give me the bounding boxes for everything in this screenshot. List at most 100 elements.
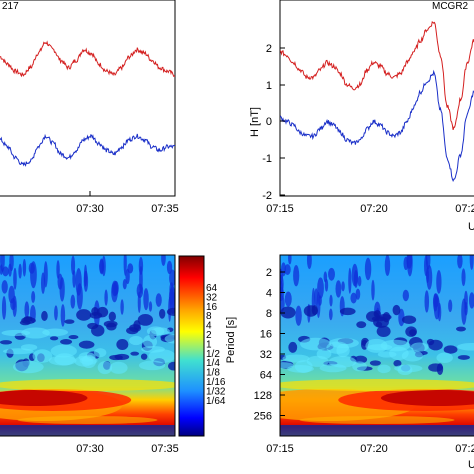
- colorbar-label: 1/64: [206, 396, 226, 407]
- wavelet-blob: [461, 268, 466, 287]
- wavelet-blob: [140, 353, 148, 360]
- colorbar-label: 1/4: [206, 358, 220, 369]
- wavelet-power-band: [299, 416, 455, 424]
- wavelet-blob: [148, 301, 153, 312]
- wavelet-blob: [109, 361, 128, 374]
- wavelet-blob: [108, 311, 116, 322]
- wavelet-blob: [357, 275, 362, 287]
- wavelet-blob: [168, 288, 174, 305]
- wavelet-blob: [12, 360, 44, 374]
- y-tick-neg1: -1: [262, 153, 272, 165]
- wavelet-blob: [401, 315, 417, 324]
- wavelet-blob: [425, 267, 430, 283]
- wavelet-blob: [143, 288, 149, 311]
- wavelet-blob: [159, 308, 166, 319]
- wavelet-blob: [91, 324, 105, 337]
- wavelet-blob: [371, 279, 375, 301]
- wavelet-blob: [125, 268, 130, 285]
- y-tick-neg2: -2: [262, 190, 272, 202]
- x-tick-0715-bottom: 07:15: [266, 443, 294, 455]
- wavelet-blob: [382, 311, 391, 323]
- colorbar-label: 1/32: [206, 386, 226, 397]
- x-tick-072: 07:2: [455, 203, 474, 215]
- wavelet-blob: [109, 354, 123, 361]
- wavelet-blob: [351, 263, 358, 287]
- y-tick-period: 4: [266, 288, 272, 300]
- wavelet-blob: [393, 359, 402, 367]
- wavelet-blob: [54, 305, 58, 321]
- wavelet-blob: [469, 255, 474, 270]
- wavelet-blob: [169, 269, 175, 287]
- wavelet-blob: [57, 273, 63, 290]
- wavelet-blob: [339, 307, 356, 316]
- wavelet-blob: [443, 345, 458, 354]
- colorbar-label: 8: [206, 311, 212, 322]
- series-line-blue: [0, 133, 175, 167]
- wavelet-blob: [137, 291, 141, 313]
- wavelet-blob: [79, 356, 98, 365]
- wavelet-blob: [68, 334, 79, 340]
- wavelet-blob: [21, 317, 36, 325]
- x-tick-072-bottom: 07:2: [455, 443, 474, 455]
- wavelet-blob: [139, 265, 143, 294]
- wavelet-blob: [288, 255, 292, 265]
- wavelet-blob: [49, 336, 59, 341]
- wavelet-blob: [43, 261, 48, 288]
- wavelet-blob: [316, 348, 332, 360]
- panel-title-mcgr: MCGR2: [432, 1, 469, 12]
- x-tick-0730-bottom: 07:30: [76, 443, 104, 455]
- wavelet-blob: [148, 349, 175, 364]
- wavelet-blob: [129, 335, 143, 346]
- wavelet-blob: [329, 294, 333, 307]
- wavelet-blob: [402, 289, 409, 302]
- wavelet-cone: [280, 425, 474, 436]
- wavelet-blob: [93, 348, 107, 358]
- x-axis-label-u-bottom: U: [468, 459, 474, 471]
- colorbar-label: 16: [206, 302, 218, 313]
- wavelet-blob: [375, 321, 383, 328]
- wavelet-blob: [54, 353, 75, 366]
- wavelet-blob: [91, 307, 99, 316]
- wavelet-blob: [137, 314, 154, 326]
- wavelet-blob: [113, 280, 119, 296]
- colorbar-label: 4: [206, 321, 212, 332]
- wavelet-blob: [406, 255, 413, 269]
- wavelet-blob: [280, 306, 296, 319]
- wavelet-blob: [32, 349, 53, 363]
- wavelet-blob: [146, 326, 165, 336]
- wavelet-blob: [464, 301, 468, 316]
- wavelet-blob: [83, 270, 89, 292]
- wavelet-power-band: [0, 379, 175, 391]
- wavelet-blob: [348, 267, 352, 294]
- wavelet-blob: [365, 311, 380, 322]
- wavelet-blob: [1, 329, 31, 337]
- wavelet-blob: [1, 280, 8, 294]
- wavelet-blob: [168, 361, 175, 371]
- wavelet-blob: [457, 355, 470, 360]
- wavelet-blob: [369, 360, 381, 366]
- wavelet-blob: [436, 352, 453, 364]
- wavelet-power-band: [380, 390, 474, 406]
- wavelet-blob: [294, 360, 313, 373]
- colorbar-label: 2: [206, 330, 212, 341]
- wavelet-blob: [288, 341, 298, 353]
- y-tick-2: 2: [266, 43, 272, 55]
- wavelet-blob: [96, 306, 109, 318]
- wavelet-blob: [376, 325, 391, 338]
- wavelet-blob: [99, 258, 104, 274]
- y-axis-ticks-top-right: 2 1 0 -1 -2: [262, 43, 285, 202]
- colorbar-label: 1: [206, 339, 212, 350]
- colorbar-label: 1/8: [206, 368, 220, 379]
- wavelet-blob: [432, 293, 438, 312]
- wavelet-blob: [42, 328, 69, 337]
- wavelet-blob: [350, 292, 357, 304]
- wavelet-blob: [138, 360, 166, 371]
- wavelet-blob: [21, 327, 50, 339]
- wavelet-blob: [328, 337, 359, 349]
- wavelet-blob: [336, 343, 350, 358]
- colorbar-gradient: [178, 255, 205, 437]
- wavelet-blob: [410, 342, 429, 352]
- wavelet-blob: [31, 290, 36, 303]
- wavelet-blob: [166, 307, 175, 316]
- wavelet-blob: [280, 362, 294, 369]
